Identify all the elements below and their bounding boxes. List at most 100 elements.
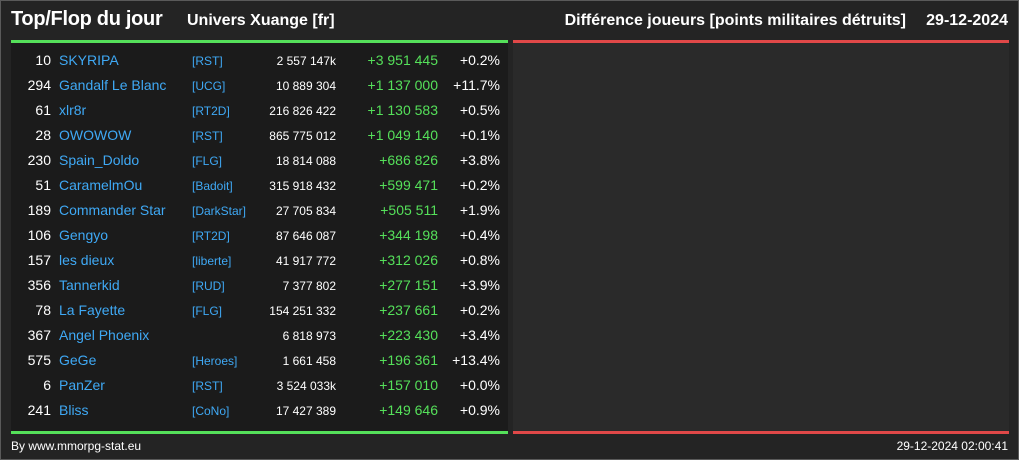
player-name-link[interactable]: La Fayette xyxy=(59,302,126,318)
percent-change: +3.9% xyxy=(459,277,500,293)
alliance-tag-link[interactable]: [RT2D] xyxy=(192,229,230,243)
alliance-tag-link[interactable]: [liberte] xyxy=(192,254,232,268)
player-points: 216 826 422 xyxy=(269,104,336,118)
percent-change: +3.8% xyxy=(459,152,500,168)
player-rank: 157 xyxy=(27,252,51,268)
points-delta: +277 151 xyxy=(379,277,438,293)
percent-change: +1.9% xyxy=(459,202,500,218)
alliance-tag-link[interactable]: [DarkStar] xyxy=(192,204,247,218)
flop-panel xyxy=(513,43,1009,431)
percent-change: +0.2% xyxy=(459,302,500,318)
points-delta: +686 826 xyxy=(379,152,438,168)
player-name-link[interactable]: Angel Phoenix xyxy=(59,327,150,343)
player-name-link[interactable]: Bliss xyxy=(59,402,89,418)
top-divider-red xyxy=(513,40,1009,43)
player-name-link[interactable]: xlr8r xyxy=(59,102,87,118)
footer-timestamp: 29-12-2024 02:00:41 xyxy=(896,439,1008,453)
player-rank: 10 xyxy=(35,52,51,68)
points-delta: +1 130 583 xyxy=(367,102,438,118)
footer-credit[interactable]: By www.mmorpg-stat.eu xyxy=(11,439,142,453)
player-name-link[interactable]: CaramelmOu xyxy=(59,177,143,193)
percent-change: +0.2% xyxy=(459,177,500,193)
table-row: 28 OWOWOW [RST] 865 775 012 +1 049 140 +0.1% xyxy=(11,123,508,148)
alliance-tag-link[interactable]: [RST] xyxy=(192,379,223,393)
table-row: 367 Angel Phoenix 6 818 973 +223 430 +3.4% xyxy=(11,323,508,348)
player-rank: 575 xyxy=(27,352,51,368)
alliance-tag-link[interactable]: [RUD] xyxy=(192,279,225,293)
player-name-link[interactable]: Gengyo xyxy=(59,227,109,243)
header-date: 29-12-2024 xyxy=(926,12,1008,29)
player-points: 41 917 772 xyxy=(275,254,336,268)
player-points: 1 661 458 xyxy=(282,354,336,368)
player-rank: 367 xyxy=(27,327,51,343)
top-divider-green xyxy=(11,40,508,43)
player-points: 27 705 834 xyxy=(275,204,336,218)
alliance-tag-link[interactable]: [RT2D] xyxy=(192,104,230,118)
top-panel xyxy=(11,43,508,431)
top-player-list: 10 SKYRIPA [RST] 2 557 147k +3 951 445 +0.2% 2… xyxy=(11,48,508,423)
player-name-link[interactable]: SKYRIPA xyxy=(59,52,119,68)
player-rank: 230 xyxy=(27,152,51,168)
points-delta: +1 137 000 xyxy=(367,77,438,93)
player-points: 10 889 304 xyxy=(275,79,336,93)
player-points: 7 377 802 xyxy=(282,279,336,293)
alliance-tag-link[interactable]: [FLG] xyxy=(192,304,223,318)
points-delta: +157 010 xyxy=(379,377,438,393)
table-row: 157 les dieux [liberte] 41 917 772 +312 026 +… xyxy=(11,248,508,273)
points-delta: +223 430 xyxy=(379,327,438,343)
percent-change: +0.8% xyxy=(459,252,500,268)
player-name-link[interactable]: PanZer xyxy=(59,377,105,393)
table-row: 575 GeGe [Heroes] 1 661 458 +196 361 +13.4% xyxy=(11,348,508,373)
alliance-tag-link[interactable]: [CoNo] xyxy=(192,404,230,418)
alliance-tag-link[interactable]: [RST] xyxy=(192,129,223,143)
alliance-tag-link[interactable]: [Heroes] xyxy=(192,354,238,368)
player-points: 87 646 087 xyxy=(275,229,336,243)
player-rank: 51 xyxy=(35,177,51,193)
player-points: 315 918 432 xyxy=(269,179,336,193)
points-delta: +599 471 xyxy=(379,177,438,193)
alliance-tag-link[interactable]: [FLG] xyxy=(192,154,223,168)
player-rank: 6 xyxy=(43,377,51,393)
percent-change: +0.2% xyxy=(459,52,500,68)
percent-change: +3.4% xyxy=(459,327,500,343)
player-rank: 28 xyxy=(35,127,51,143)
points-delta: +505 511 xyxy=(380,202,438,218)
percent-change: +0.1% xyxy=(459,127,500,143)
player-name-link[interactable]: GeGe xyxy=(59,352,97,368)
player-name-link[interactable]: Commander Star xyxy=(59,202,166,218)
bottom-divider-red xyxy=(513,431,1009,434)
player-name-link[interactable]: Tannerkid xyxy=(59,277,120,293)
percent-change: +0.0% xyxy=(459,377,500,393)
alliance-tag-link[interactable]: [UCG] xyxy=(192,79,226,93)
player-rank: 189 xyxy=(27,202,51,218)
player-name-link[interactable]: Gandalf Le Blanc xyxy=(59,77,167,93)
page-title: Top/Flop du jour xyxy=(11,8,163,30)
table-row: 241 Bliss [CoNo] 17 427 389 +149 646 +0.9% xyxy=(11,398,508,423)
universe-label: Univers Xuange [fr] xyxy=(187,12,335,29)
points-delta: +3 951 445 xyxy=(367,52,438,68)
player-name-link[interactable]: les dieux xyxy=(59,252,115,268)
points-delta: +312 026 xyxy=(379,252,438,268)
player-rank: 356 xyxy=(27,277,51,293)
table-row: 230 Spain_Doldo [FLG] 18 814 088 +686 826 +3.… xyxy=(11,148,508,173)
player-points: 6 818 973 xyxy=(282,329,336,343)
table-row: 356 Tannerkid [RUD] 7 377 802 +277 151 +3.9% xyxy=(11,273,508,298)
player-name-link[interactable]: Spain_Doldo xyxy=(59,152,140,168)
percent-change: +0.9% xyxy=(459,402,500,418)
player-rank: 78 xyxy=(35,302,51,318)
table-row: 106 Gengyo [RT2D] 87 646 087 +344 198 +0.4% xyxy=(11,223,508,248)
percent-change: +0.5% xyxy=(459,102,500,118)
player-rank: 106 xyxy=(27,227,51,243)
points-delta: +149 646 xyxy=(379,402,438,418)
table-row: 61 xlr8r [RT2D] 216 826 422 +1 130 583 +0.5% xyxy=(11,98,508,123)
player-points: 865 775 012 xyxy=(269,129,336,143)
table-row: 6 PanZer [RST] 3 524 033k +157 010 +0.0% xyxy=(11,373,508,398)
alliance-tag-link[interactable]: [RST] xyxy=(192,54,223,68)
bottom-divider-green xyxy=(11,431,508,434)
percent-change: +13.4% xyxy=(452,352,500,368)
player-rank: 241 xyxy=(27,402,51,418)
alliance-tag-link[interactable]: [Badoit] xyxy=(192,179,233,193)
table-row: 189 Commander Star [DarkStar] 27 705 834 +50… xyxy=(11,198,508,223)
player-name-link[interactable]: OWOWOW xyxy=(59,127,132,143)
